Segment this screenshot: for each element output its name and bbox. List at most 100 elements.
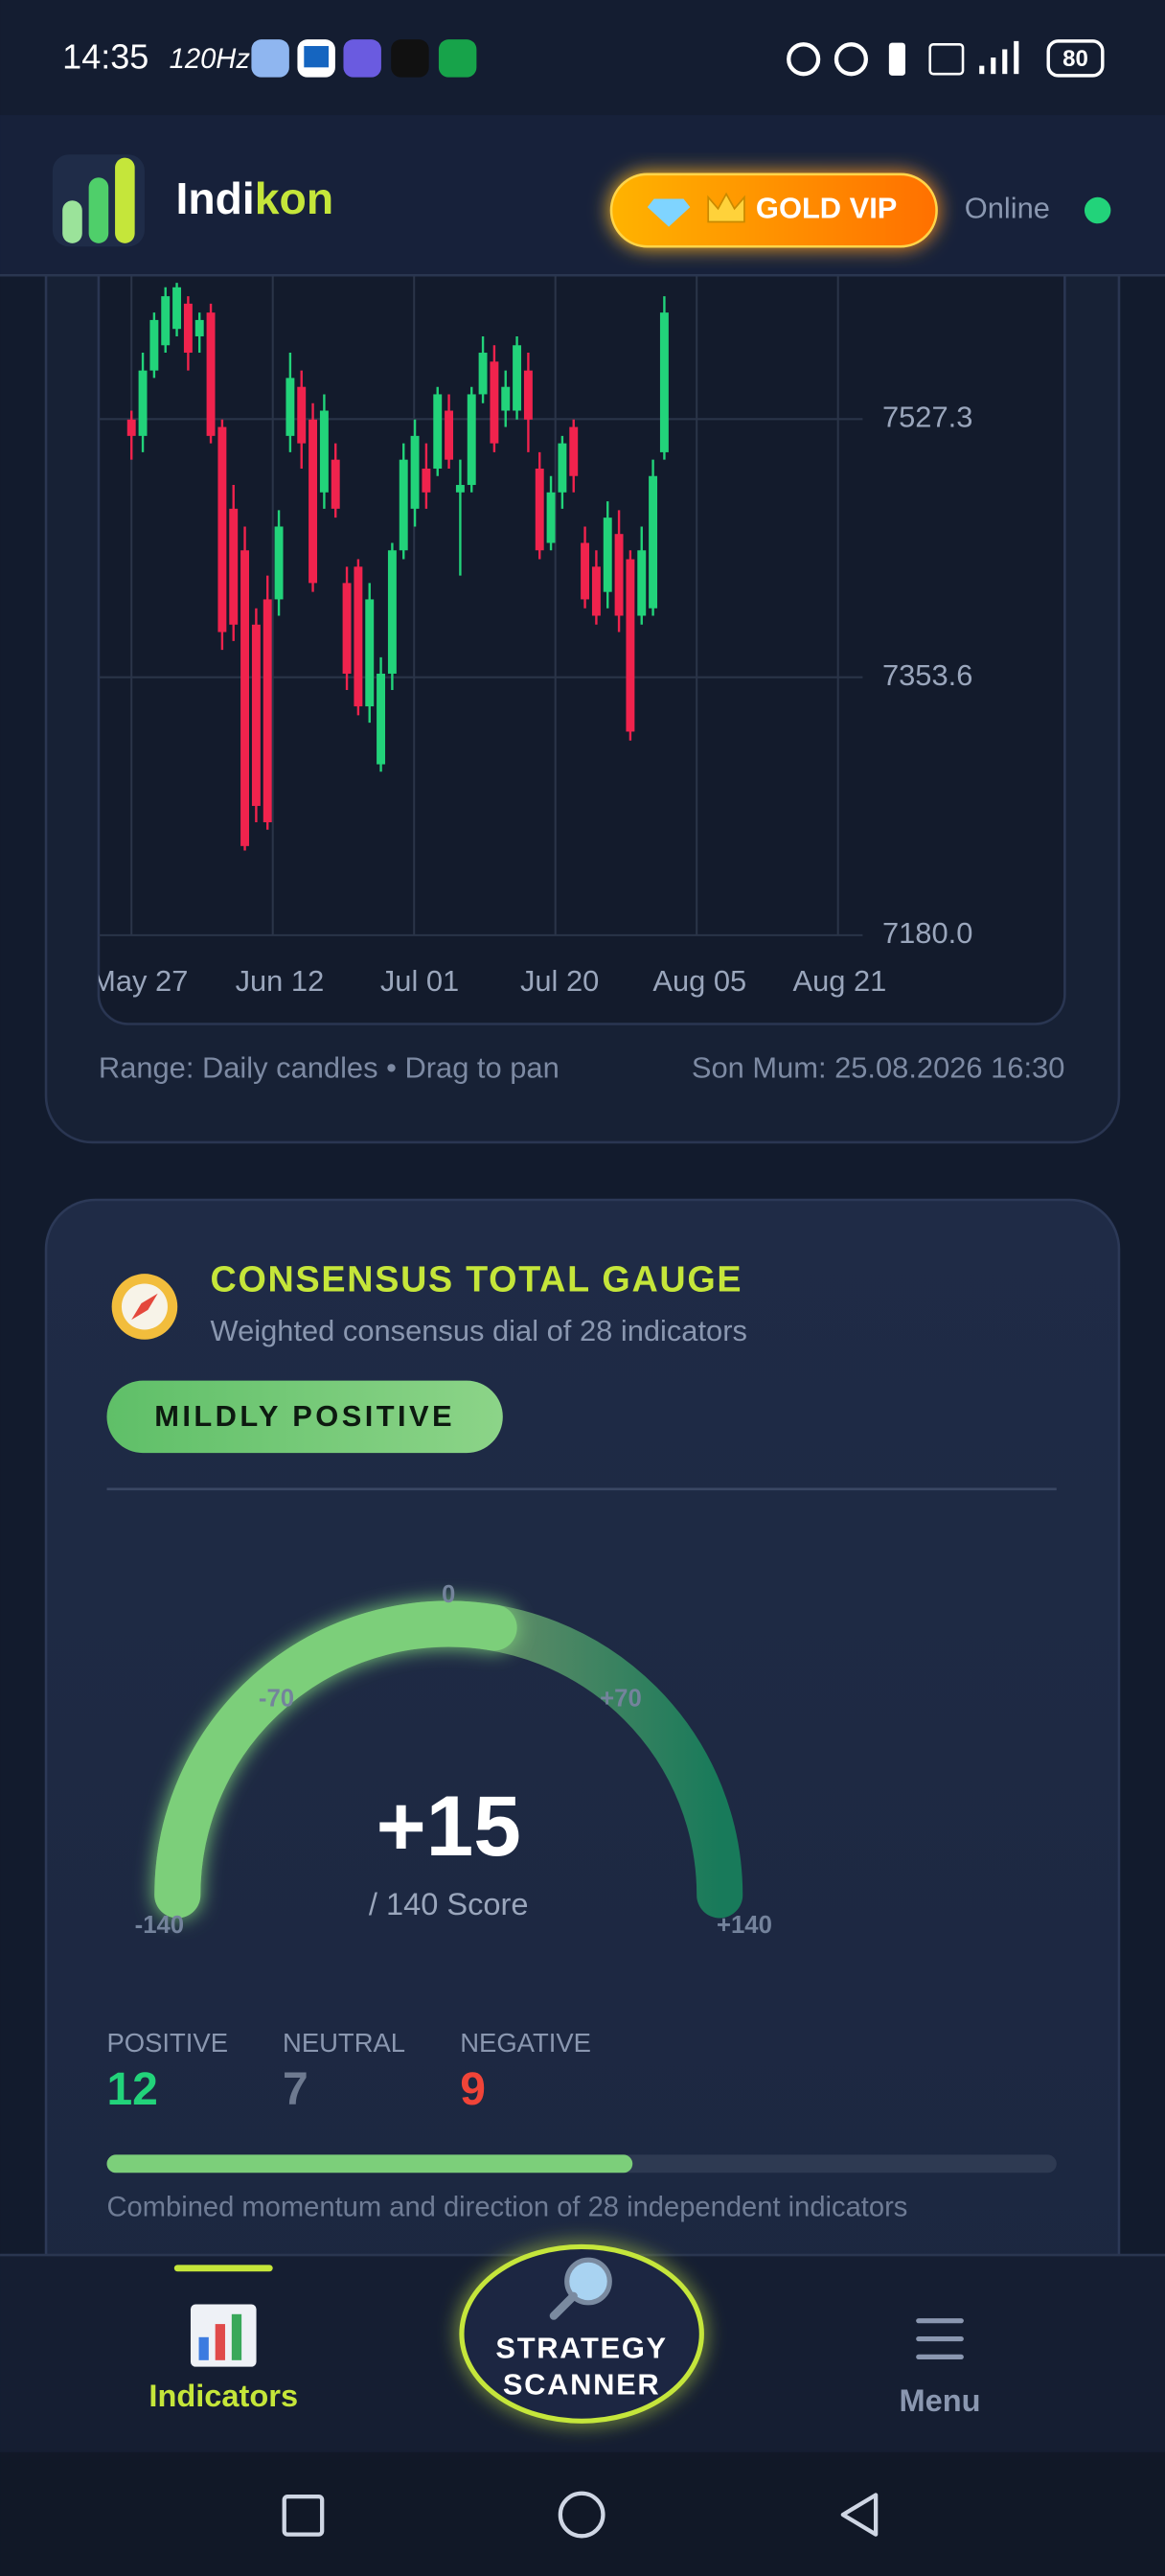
candle-body xyxy=(501,386,511,411)
system-nav xyxy=(0,2451,1165,2576)
y-tick-label: 7527.3 xyxy=(882,400,972,433)
scanner-label: SCANNER xyxy=(503,2367,661,2401)
stat-value: 7 xyxy=(283,2064,308,2115)
gauge-tick-label: -140 xyxy=(135,1912,184,1939)
badge-text: MILDLY POSITIVE xyxy=(154,1399,455,1433)
x-tick-label: May 27 xyxy=(91,964,188,998)
app-icon xyxy=(391,39,429,78)
gauge-title: CONSENSUS TOTAL GAUGE xyxy=(211,1259,743,1300)
candle-body xyxy=(217,426,227,632)
alarm-icon xyxy=(834,42,868,77)
x-tick-label: Jul 20 xyxy=(520,964,599,998)
candle-body xyxy=(331,459,340,509)
recents-button[interactable] xyxy=(282,2495,325,2537)
nav-menu[interactable]: Menu xyxy=(899,2383,980,2418)
candle-body xyxy=(183,303,193,354)
brand-b: kon xyxy=(255,173,333,223)
back-button[interactable] xyxy=(840,2493,879,2537)
candle-body xyxy=(513,345,522,411)
stat-name: NEGATIVE xyxy=(460,2028,591,2058)
candle-body xyxy=(614,534,624,616)
gauge: -140 -70 0 +70 +140 xyxy=(135,1581,772,1939)
candle-body xyxy=(478,353,488,395)
candle-body xyxy=(433,394,443,469)
vibrate-icon xyxy=(888,42,906,76)
magnifier-icon xyxy=(564,2257,612,2306)
candle-body xyxy=(558,443,567,493)
logo-bar xyxy=(115,157,135,243)
progress-fill xyxy=(106,2154,633,2174)
candle-body xyxy=(399,459,408,551)
score: +15 xyxy=(377,1778,521,1874)
x-tick-label: Aug 05 xyxy=(652,964,746,998)
candle-body xyxy=(342,583,352,674)
signal-bar xyxy=(991,58,996,75)
candle-body xyxy=(206,312,216,436)
candle-body xyxy=(659,312,669,452)
score-note: / 140 Score xyxy=(369,1887,529,1921)
gauge-tick-label: +140 xyxy=(717,1912,772,1939)
candle-body xyxy=(126,419,136,436)
scanner-button[interactable] xyxy=(459,2243,704,2424)
candle-body xyxy=(194,319,204,336)
stat-value: 12 xyxy=(106,2064,157,2115)
system-nav-bg xyxy=(0,2451,1165,2576)
icon-bar xyxy=(198,2336,209,2360)
candle-body xyxy=(138,370,148,436)
candle-body xyxy=(603,518,612,592)
candle-body xyxy=(581,542,590,600)
app-icon xyxy=(343,39,381,78)
bottom-nav: Indicators STRATEGY SCANNER Menu xyxy=(0,2243,1165,2452)
brand: Indikon xyxy=(176,173,334,223)
gauge-tick-label: -70 xyxy=(259,1686,294,1713)
candle-body xyxy=(637,550,647,616)
scanner-label: STRATEGY xyxy=(495,2332,667,2365)
x-tick-label: Aug 21 xyxy=(792,964,886,998)
candle-body xyxy=(149,319,159,371)
badge xyxy=(106,1380,503,1454)
vip-button[interactable] xyxy=(609,172,938,248)
candle-body xyxy=(251,624,261,806)
candle-body xyxy=(263,599,272,823)
range-note: Range: Daily candles • Drag to pan xyxy=(99,1051,560,1085)
nav-indicators[interactable]: Indicators xyxy=(148,2379,298,2413)
candle-body xyxy=(240,550,250,846)
price-chart-card: May 27 Jun 12 Jul 01 Jul 20 Aug 05 Aug 21 Ran… xyxy=(44,179,1121,1144)
hotspot-icon xyxy=(787,42,821,77)
candle-body xyxy=(467,394,476,486)
online-status: Online xyxy=(965,192,1050,225)
diamond-icon xyxy=(647,198,691,227)
crown-icon xyxy=(707,192,745,223)
candle-body xyxy=(286,378,295,436)
logo-bar xyxy=(62,200,82,243)
icon-bar xyxy=(231,2313,242,2360)
candle-body xyxy=(172,287,182,330)
candle-body xyxy=(377,673,386,765)
battery-level: 80 xyxy=(1062,46,1088,72)
gauge-subtitle: Weighted consensus dial of 28 indicators xyxy=(211,1314,747,1347)
volte-icon xyxy=(928,43,965,76)
signal-bar xyxy=(1002,49,1008,75)
candle-body xyxy=(626,559,635,732)
app-header: Indikon GOLD VIP Online xyxy=(0,115,1165,277)
y-tick-label: 7180.0 xyxy=(882,916,972,950)
timestamp: Son Mum: 25.08.2026 16:30 xyxy=(692,1051,1064,1085)
signal-bar xyxy=(979,65,985,75)
brand-a: Indi xyxy=(176,173,255,223)
stat-name: POSITIVE xyxy=(106,2028,228,2058)
header-bg xyxy=(0,115,1165,277)
candle-body xyxy=(569,426,579,476)
candle-body xyxy=(410,435,420,509)
gauge-tick-label: 0 xyxy=(442,1581,455,1608)
candle-body xyxy=(297,386,307,444)
candle-body xyxy=(546,492,556,543)
candle-body xyxy=(535,468,544,551)
stat-value: 9 xyxy=(460,2064,486,2115)
candle-body xyxy=(591,566,601,616)
candle-body xyxy=(523,370,533,420)
home-button[interactable] xyxy=(558,2491,605,2539)
candle-body xyxy=(445,410,454,460)
refresh-rate: 120Hz xyxy=(170,44,251,75)
